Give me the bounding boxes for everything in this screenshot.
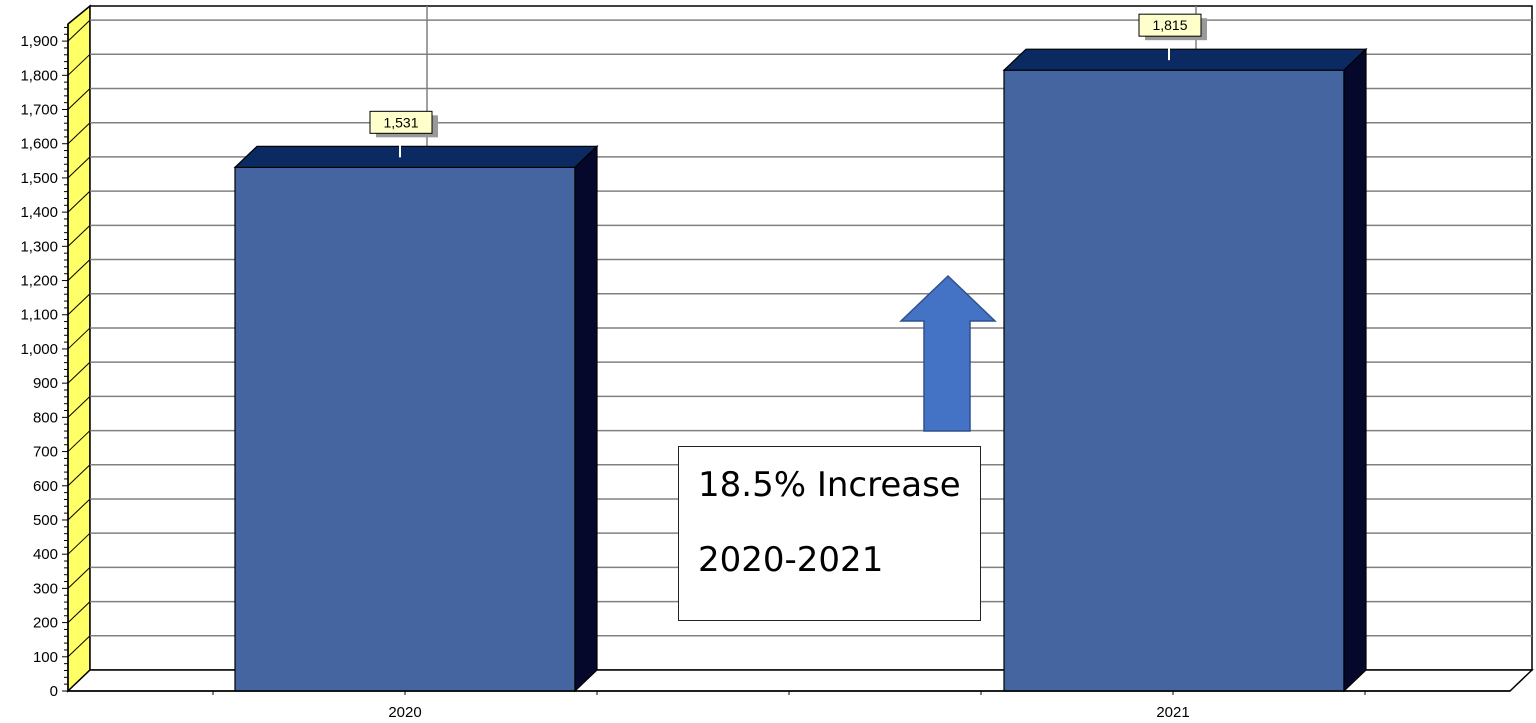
data-label-box	[1138, 13, 1202, 37]
y-tick-label: 800	[33, 409, 58, 426]
x-tick-labels: 2020 2021	[68, 690, 1510, 721]
bar-front	[1003, 69, 1345, 692]
wall-gridline	[67, 601, 91, 623]
y-tick-label: 1,400	[20, 204, 58, 221]
y-tick-label: 0	[50, 683, 58, 700]
data-label: 1,815	[1152, 17, 1187, 33]
bar-top	[1002, 48, 1368, 71]
y-tick-label: 1,500	[20, 170, 58, 187]
wall-gridline	[67, 635, 91, 658]
y-tick-label: 700	[33, 444, 58, 461]
wall-gridline	[67, 224, 91, 247]
bar-front	[234, 166, 576, 692]
y-tick-label: 600	[33, 478, 58, 495]
wall-gridline	[67, 327, 91, 350]
wall-gridline	[67, 293, 91, 316]
annotation-line-1: 18.5% Increase	[698, 465, 961, 505]
y-tick-label: 100	[33, 649, 58, 666]
data-label-box	[369, 110, 433, 134]
y-tick-label: 1,700	[20, 102, 58, 119]
left-wall	[67, 4, 91, 693]
y-tick-labels: 0 100 200 300 400 500 600 700 800 900 1,000 1,100 1,…	[20, 26, 68, 700]
wall-gridline	[67, 156, 91, 179]
bar-side	[1343, 47, 1367, 693]
y-tick-label: 1,600	[20, 136, 58, 153]
wall-gridline	[67, 430, 91, 452]
bar-side	[574, 144, 598, 693]
y-tick-label: 500	[33, 512, 58, 529]
bars: 1,531 1,815	[233, 13, 1368, 693]
wall-gridline	[67, 19, 91, 42]
wall-gridline	[67, 532, 91, 555]
wall-gridline	[67, 259, 91, 281]
annotation-box: 18.5% Increase 2020-2021	[678, 446, 981, 621]
y-tick-label: 1,200	[20, 273, 58, 290]
wall-gridline	[67, 190, 91, 213]
x-category-label: 2021	[1156, 704, 1189, 721]
wall-gridline	[67, 361, 91, 384]
y-tick-label: 1,300	[20, 238, 58, 255]
wall-gridline	[67, 395, 91, 418]
wall-gridline	[67, 498, 91, 521]
y-tick-label: 1,800	[20, 67, 58, 84]
y-tick-label: 400	[33, 546, 58, 563]
up-arrow-icon	[899, 274, 997, 432]
bar-top	[233, 145, 599, 168]
wall-gridline	[67, 53, 91, 76]
y-tick-label: 300	[33, 580, 58, 597]
wall-gridline	[67, 122, 91, 145]
y-tick-label: 1,100	[20, 307, 58, 324]
y-tick-label: 1,900	[20, 33, 58, 50]
wall-gridline	[67, 567, 91, 589]
wall-gridline	[67, 464, 91, 487]
annotation-line-2: 2020-2021	[698, 540, 884, 580]
y-tick-label: 200	[33, 615, 58, 632]
x-category-label: 2020	[388, 704, 421, 721]
y-tick-label: 1,000	[20, 341, 58, 358]
y-tick-label: 900	[33, 375, 58, 392]
bar-2020: 1,531	[233, 110, 599, 693]
data-label: 1,531	[383, 114, 418, 130]
bar-2021: 1,815	[1002, 13, 1368, 693]
wall-gridline	[67, 88, 91, 110]
